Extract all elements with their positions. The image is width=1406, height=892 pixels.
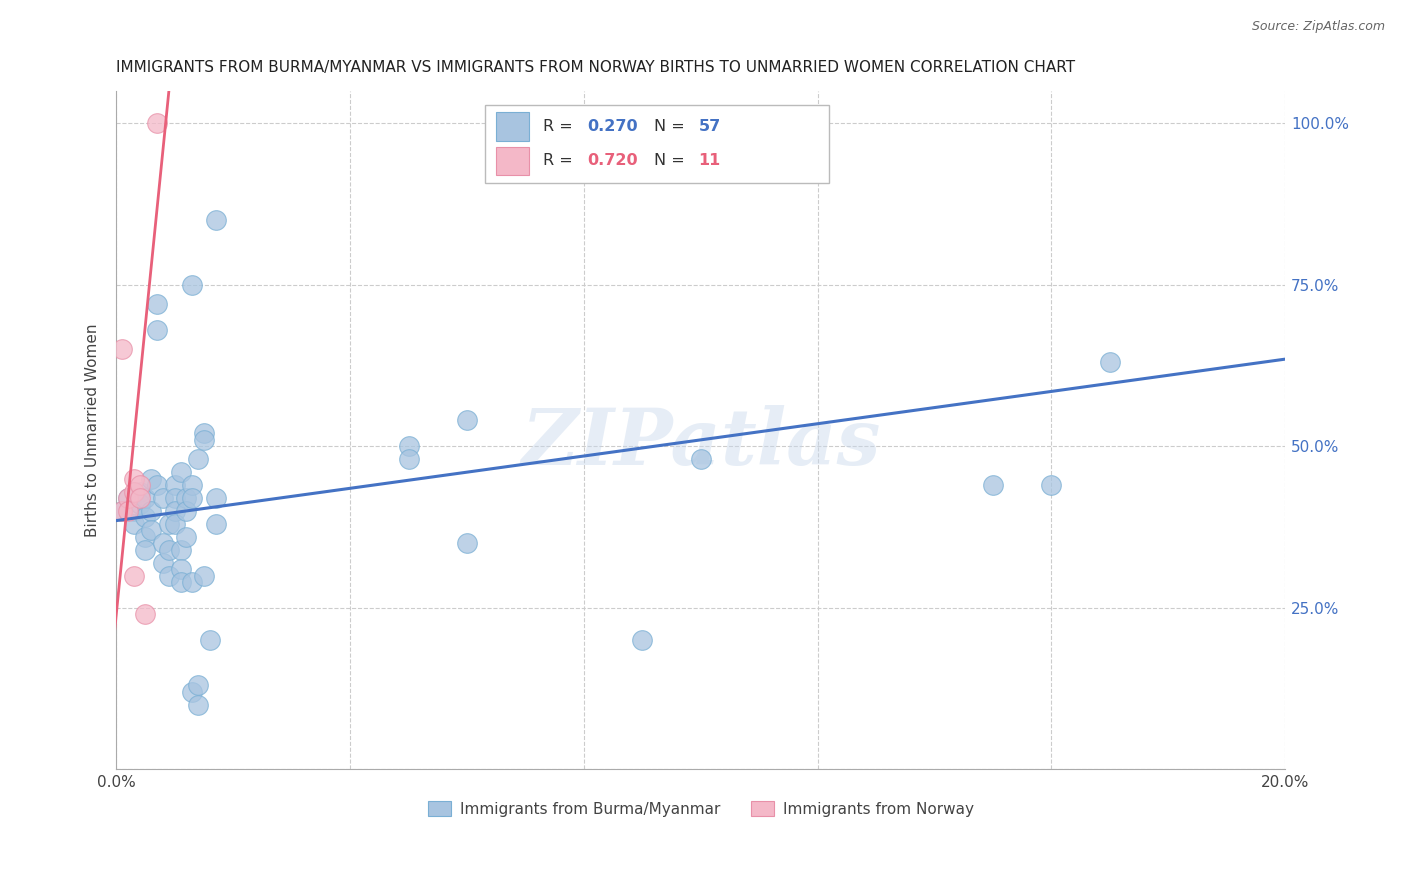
Point (163, 491, 186, 505)
Point (181, 574, 204, 589)
Text: 0.720: 0.720 (588, 153, 638, 169)
Point (181, 478, 204, 492)
Point (122, 472, 145, 486)
Point (134, 542, 156, 557)
Point (128, 498, 150, 512)
Point (169, 542, 191, 557)
Point (117, 491, 139, 505)
Point (152, 491, 174, 505)
Point (146, 116, 169, 130)
Point (141, 504, 163, 518)
Point (169, 465, 191, 479)
Point (146, 323, 169, 337)
Point (146, 297, 169, 311)
Text: N =: N = (654, 119, 690, 134)
Point (163, 504, 186, 518)
Text: IMMIGRANTS FROM BURMA/MYANMAR VS IMMIGRANTS FROM NORWAY BIRTHS TO UNMARRIED WOME: IMMIGRANTS FROM BURMA/MYANMAR VS IMMIGRA… (117, 60, 1076, 75)
FancyBboxPatch shape (485, 104, 830, 183)
Text: Source: ZipAtlas.com: Source: ZipAtlas.com (1251, 20, 1385, 33)
Point (181, 491, 204, 505)
Point (1098, 355, 1121, 369)
Point (128, 484, 150, 499)
Legend: Immigrants from Burma/Myanmar, Immigrants from Norway: Immigrants from Burma/Myanmar, Immigrant… (422, 795, 980, 822)
Point (157, 516, 180, 531)
Point (157, 568, 180, 582)
Point (204, 516, 226, 531)
Point (181, 277, 204, 292)
Point (187, 678, 209, 692)
Point (141, 524, 163, 538)
Point (134, 491, 156, 505)
Point (187, 698, 209, 712)
Point (398, 439, 420, 453)
Text: 57: 57 (699, 119, 721, 134)
Text: ZIPatlas: ZIPatlas (522, 406, 880, 482)
Text: R =: R = (543, 119, 578, 134)
Point (152, 556, 174, 570)
Point (122, 516, 145, 531)
Point (146, 478, 169, 492)
Point (111, 504, 134, 518)
Point (187, 452, 209, 467)
Point (176, 504, 198, 518)
Point (163, 478, 186, 492)
Point (204, 491, 226, 505)
Y-axis label: Births to Unmarried Women: Births to Unmarried Women (86, 324, 100, 537)
Point (134, 530, 156, 544)
Point (122, 484, 145, 499)
Point (141, 472, 163, 486)
Point (111, 343, 134, 357)
Point (134, 607, 156, 622)
Point (631, 633, 654, 648)
Point (181, 685, 204, 699)
Point (134, 510, 156, 524)
Point (193, 426, 215, 441)
Point (163, 516, 186, 531)
Text: 11: 11 (699, 153, 721, 169)
Point (198, 633, 221, 648)
Point (456, 536, 478, 550)
Point (117, 504, 139, 518)
Point (456, 413, 478, 427)
Point (204, 213, 226, 227)
Point (117, 491, 139, 505)
FancyBboxPatch shape (496, 146, 529, 175)
Point (176, 530, 198, 544)
Point (169, 574, 191, 589)
Point (122, 568, 145, 582)
Point (152, 536, 174, 550)
Point (176, 491, 198, 505)
Point (193, 433, 215, 447)
Point (193, 568, 215, 582)
Point (128, 491, 150, 505)
Point (157, 542, 180, 557)
Text: 0.270: 0.270 (588, 119, 638, 134)
Point (111, 504, 134, 518)
Text: N =: N = (654, 153, 690, 169)
Point (122, 504, 145, 518)
Point (128, 478, 150, 492)
FancyBboxPatch shape (496, 112, 529, 141)
Point (689, 452, 711, 467)
Point (1040, 478, 1063, 492)
Text: R =: R = (543, 153, 578, 169)
Point (169, 562, 191, 576)
Point (981, 478, 1004, 492)
Point (398, 452, 420, 467)
